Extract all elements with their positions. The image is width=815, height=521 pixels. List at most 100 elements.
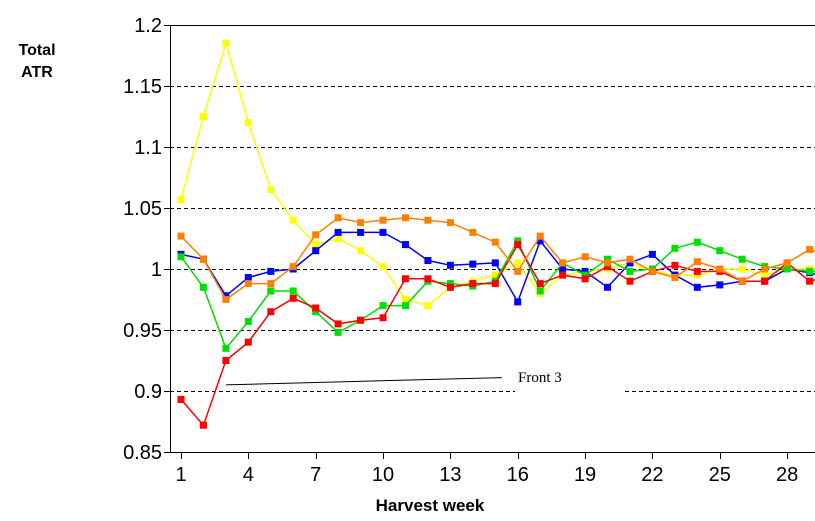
series-point [357,316,365,324]
series-point [783,259,791,267]
series-point [267,186,275,194]
x-axis-label: Harvest week [375,496,485,515]
series-point [244,119,252,127]
series-point [244,274,252,281]
series-point [222,357,230,364]
series-point [648,267,656,275]
series-point [761,271,769,279]
x-tick-label: 16 [507,464,529,486]
series-point [424,302,432,310]
series-point [581,267,589,275]
series-point [402,241,409,249]
series-point [469,280,477,288]
annotation-layer: Front 3 [225,370,562,386]
series-line-4 [180,243,815,427]
series-point [491,280,499,288]
series-point [199,421,207,429]
series-point [716,247,724,255]
series-point [693,258,701,266]
series-point [402,275,409,283]
series-point [693,271,701,279]
series-point [671,274,679,281]
series-point [626,267,634,275]
x-tick-label: 25 [709,464,731,486]
series-point [738,277,746,285]
y-tick-label: 0.95 [123,320,162,342]
series-point [648,250,656,258]
series-point [514,237,522,245]
series-point [177,196,185,203]
series-point [738,265,746,273]
series-point [581,253,589,261]
series-point [559,259,567,267]
series-point [267,267,275,275]
series-point [783,265,791,273]
series-point [716,265,724,273]
x-tick-label: 28 [776,464,798,486]
annotation-label: Front 3 [518,370,562,386]
series-point [312,247,320,255]
series-point [289,294,297,302]
series-point [357,228,365,236]
series-point [424,216,432,224]
series-point [738,255,746,263]
series-layer [177,39,815,429]
series-point [581,271,589,279]
series-point [334,214,342,222]
series-point [559,271,567,279]
x-tick-label: 1 [175,464,186,486]
series-point [379,216,387,224]
y-tick-label: 0.9 [134,381,162,403]
series-point [222,39,230,47]
x-tick-label: 7 [310,464,321,486]
series-point [177,232,185,240]
series-point [289,216,297,224]
x-tick-label: 10 [372,464,394,486]
series-point [199,283,207,291]
y-axis-label: Total ATR [6,40,68,84]
axes-layer [164,25,815,459]
series-point [806,277,814,285]
series-point [761,277,769,285]
series-point [379,314,387,322]
grid-lines [170,86,815,395]
x-tick-label: 4 [243,464,254,486]
series-point [693,267,701,275]
series-point [199,113,207,120]
series-point [604,255,611,263]
series-point [267,308,275,316]
series-point [334,235,342,242]
series-point [177,396,185,403]
series-line-3 [180,239,815,350]
series-point [604,283,611,291]
y-tick-label: 1.1 [134,137,162,159]
series-point [267,280,275,288]
series-line-5 [180,216,815,301]
series-point [379,228,387,236]
series-point [244,280,252,288]
series-point [693,238,701,246]
x-tick-label: 13 [439,464,461,486]
x-tick-labels: 1 4 7 10 13 16 19 22 25 28 [175,464,798,486]
y-axis-label-line-2: ATR [21,64,53,81]
series-point [177,253,185,261]
series-point [312,241,320,249]
series-point [446,261,454,269]
series-point [312,231,320,239]
series-point [559,265,567,273]
y-tick-label: 1.15 [123,76,162,98]
series-point [514,259,522,267]
series-point [402,302,409,310]
series-point [491,271,499,279]
series-point [469,260,477,268]
series-point [626,277,634,285]
series-point [514,298,522,306]
series-point [312,308,320,316]
series-point [536,237,544,245]
series-point [806,267,814,275]
y-tick-label: 1.2 [134,15,162,37]
series-line-1 [180,40,815,307]
series-point [469,228,477,236]
series-point [379,263,387,271]
